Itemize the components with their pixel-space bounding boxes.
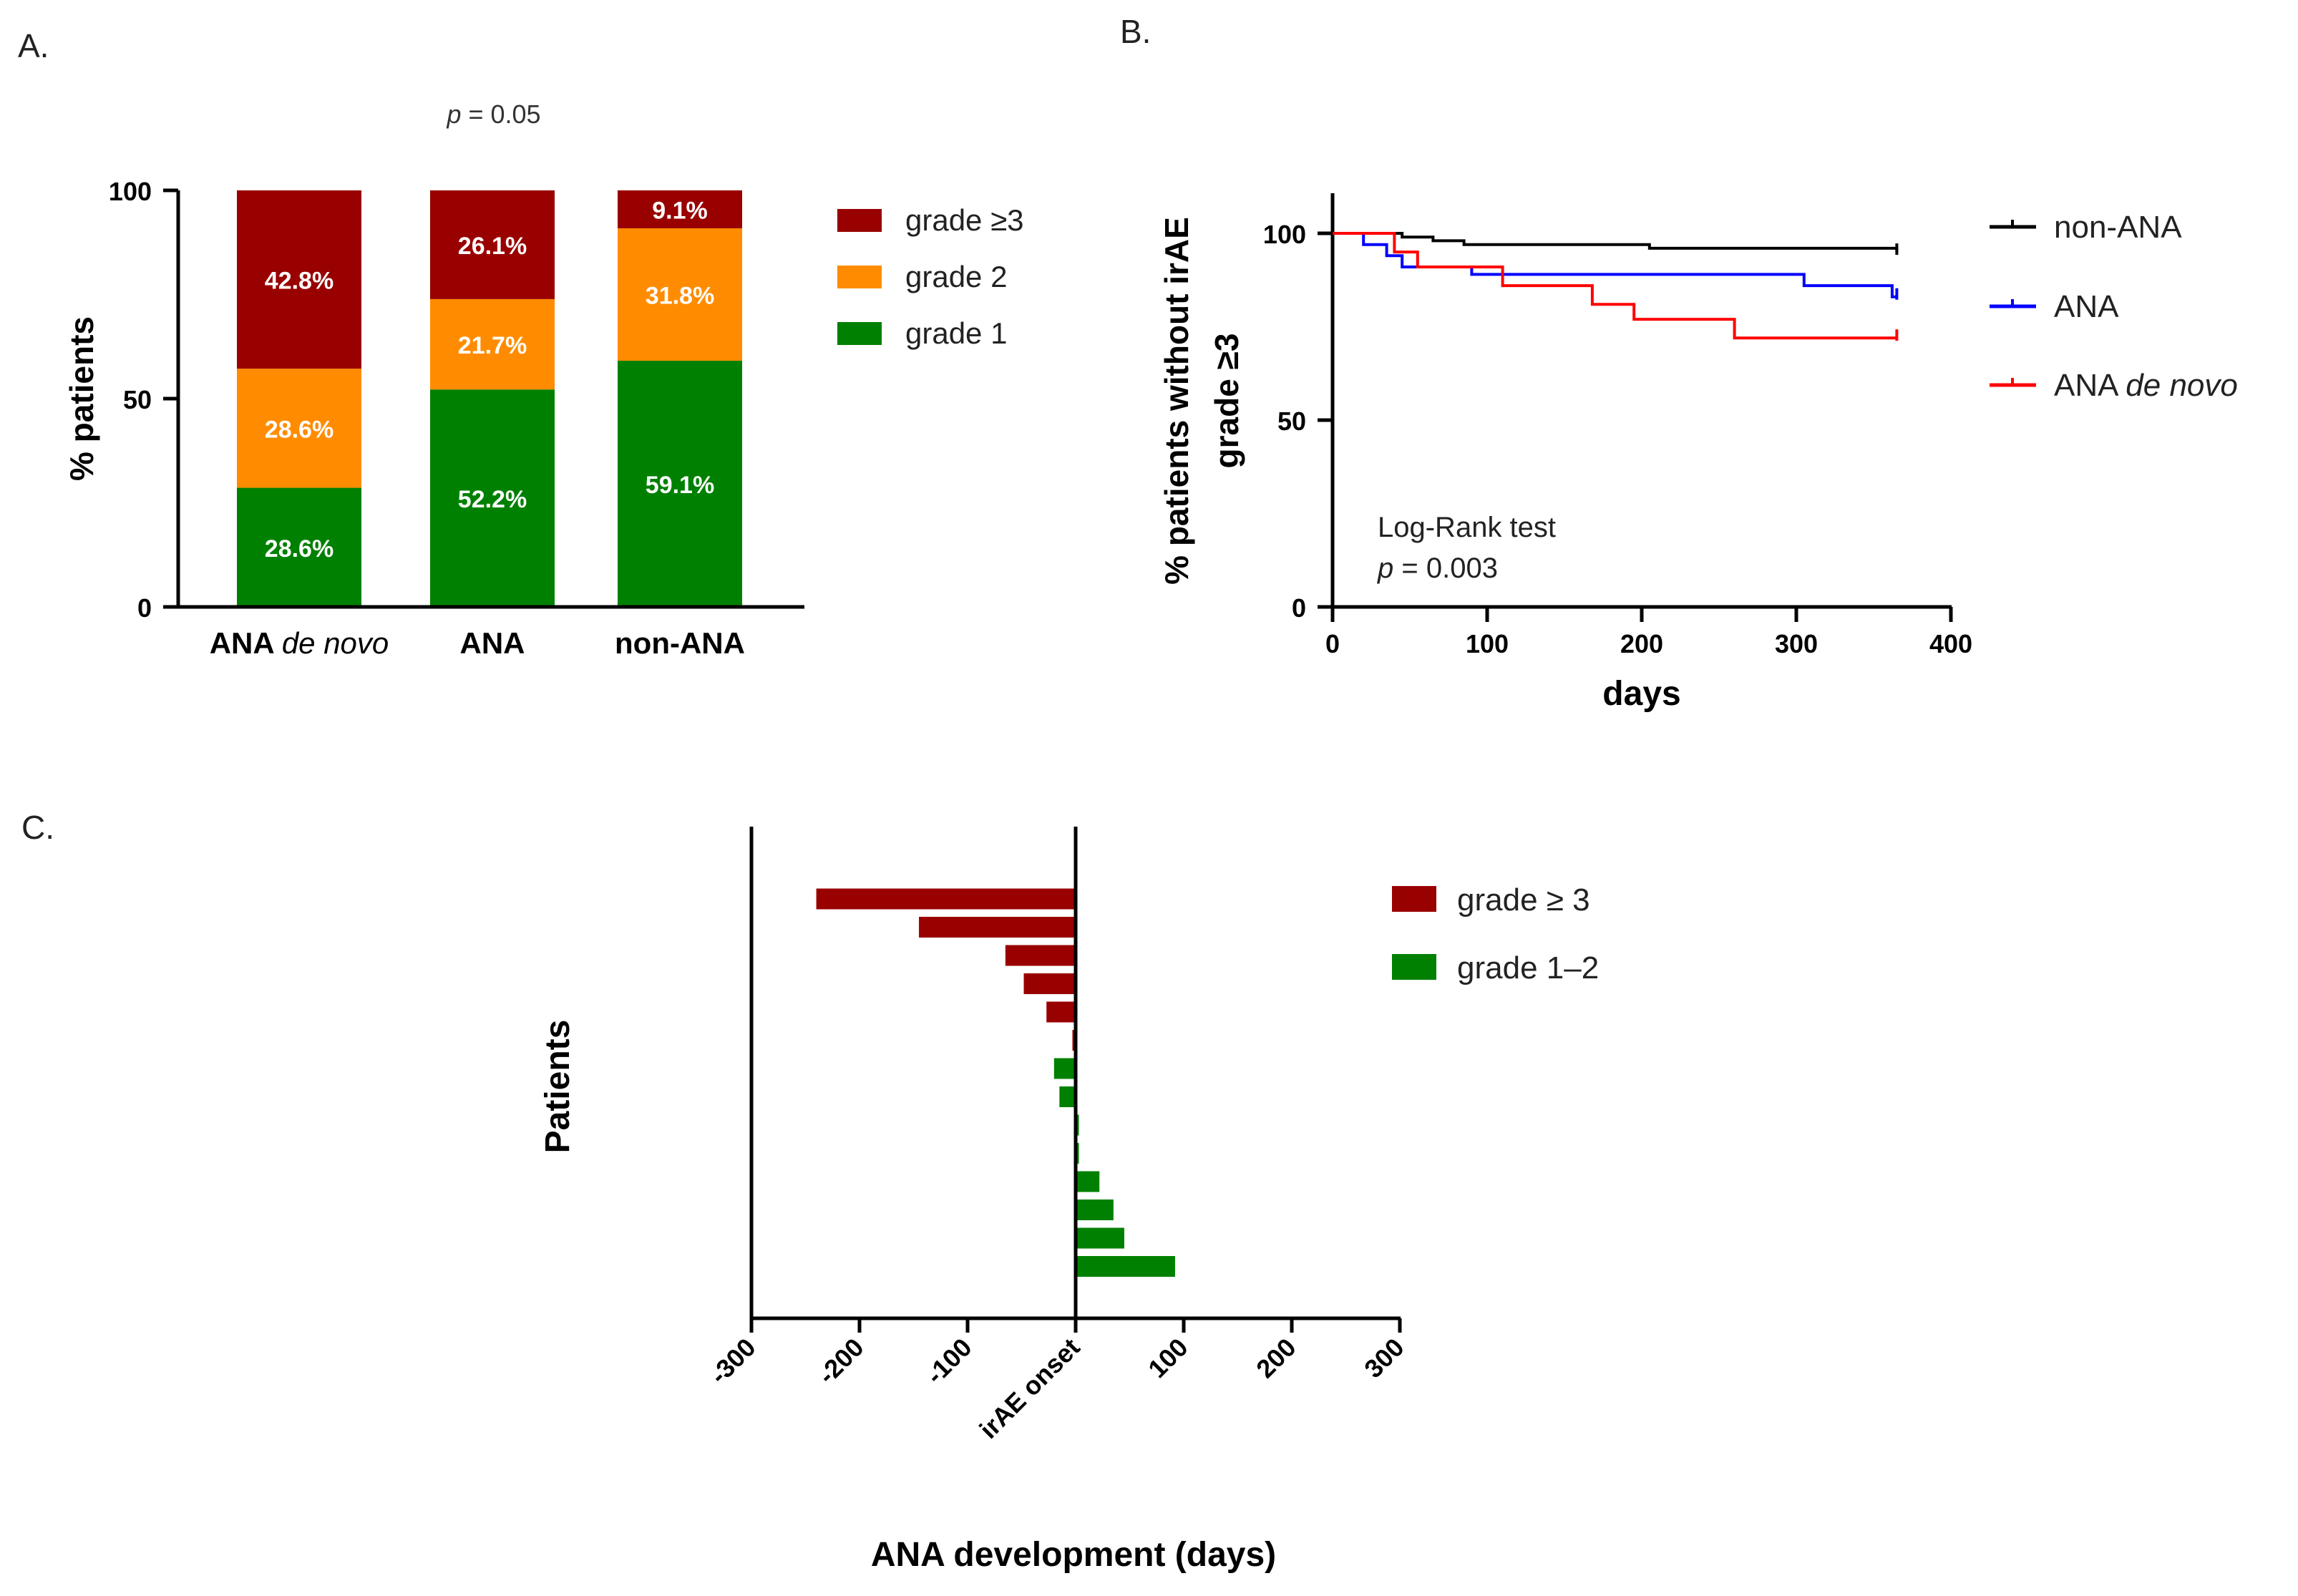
b-y-tick-100: 100 xyxy=(1263,220,1306,249)
panel-b-axes: 100 50 0 0 100 200 300 400 days % patien… xyxy=(1158,193,1972,713)
a-bar-non-ana-grade-3 xyxy=(618,190,742,228)
legend-swatch-grade3 xyxy=(837,209,882,232)
b-x-axis-label: days xyxy=(1602,675,1680,713)
c-x-tick-300: 300 xyxy=(1358,1333,1409,1383)
c-bar-patient-2 xyxy=(919,917,1076,938)
a-bar-label-ana-de-novo-grade-1: 28.6% xyxy=(265,535,333,563)
a-bar-label-ana-de-novo-grade-2: 28.6% xyxy=(265,416,333,443)
panel-a-label: A. xyxy=(18,27,49,64)
panel-a-y-axis: 100 50 0 % patients xyxy=(63,177,180,623)
panel-b-survival-lines xyxy=(1333,232,1899,341)
legend-label-non-ana: non-ANA xyxy=(2054,210,2182,245)
b-line-ana-de-novo xyxy=(1333,232,1897,340)
legend-swatch-grade2 xyxy=(837,266,882,288)
b-x-tick-200: 200 xyxy=(1620,629,1663,658)
a-bar-label-non-ana-grade-3: 9.1% xyxy=(652,197,708,224)
legend-label-grade2: grade 2 xyxy=(905,260,1007,293)
a-bar-ana-de-novo-grade-2 xyxy=(237,369,361,488)
panel-c-axes: -300 -200 -100 irAE onset 100 200 300 AN… xyxy=(539,827,1410,1574)
panel-a-legend: grade ≥3 grade 2 grade 1 xyxy=(837,203,1024,350)
c-y-axis-label: Patients xyxy=(539,1020,577,1154)
a-x-label-non-ana: non-ANA xyxy=(615,626,745,660)
c-bar-patient-13 xyxy=(1076,1227,1124,1249)
a-y-axis-label: % patients xyxy=(63,316,100,481)
b-y-tick-50: 50 xyxy=(1277,407,1306,436)
a-x-label-ana: ANA xyxy=(460,626,525,660)
c-x-axis-label: ANA development (days) xyxy=(871,1536,1276,1574)
panel-a-bars: 28.6% 28.6% 42.8% 52.2% 21.7% 26.1% 59.1% 31.8%… xyxy=(237,190,742,607)
a-bar-label-non-ana-grade-2: 31.8% xyxy=(646,283,714,310)
a-y-tick-100: 100 xyxy=(109,177,152,206)
a-bar-non-ana-grade-1 xyxy=(618,361,742,607)
c-x-tick-200: 200 xyxy=(1250,1333,1301,1383)
a-bar-label-ana-grade-1: 52.2% xyxy=(458,486,527,513)
a-y-tick-0: 0 xyxy=(137,593,152,623)
legend-label-ana: ANA xyxy=(2054,289,2119,324)
c-bar-patient-5 xyxy=(1046,1001,1076,1023)
panel-b-legend: non-ANA ANA ANA de novo xyxy=(1990,210,2238,403)
a-bar-ana-grade-3 xyxy=(430,190,555,299)
a-bar-non-ana-grade-2 xyxy=(618,228,742,361)
c-bar-patient-3 xyxy=(1005,945,1076,966)
b-y-axis-label-line1: % patients without irAE xyxy=(1158,217,1195,585)
b-line-non-ana xyxy=(1333,232,1899,253)
legend-swatch-grade1 xyxy=(837,322,882,345)
legend-swatch-grade-ge3 xyxy=(1392,886,1436,912)
c-x-tick-100: 100 xyxy=(1142,1333,1193,1383)
c-x-tick-minus300: -300 xyxy=(704,1333,761,1390)
legend-label-grade1-2: grade 1–2 xyxy=(1457,950,1599,986)
panel-c-label: C. xyxy=(21,809,54,846)
a-bar-label-non-ana-grade-1: 59.1% xyxy=(646,472,714,499)
b-x-tick-100: 100 xyxy=(1466,629,1509,658)
a-bar-ana-grade-1 xyxy=(430,389,555,607)
a-bar-label-ana-grade-2: 21.7% xyxy=(458,332,527,359)
b-y-tick-0: 0 xyxy=(1292,593,1306,623)
c-bar-patient-11 xyxy=(1076,1171,1100,1192)
legend-label-grade3: grade ≥3 xyxy=(905,203,1024,237)
panel-c: C. -300 -200 -100 irAE onset 100 200 300… xyxy=(21,809,1599,1574)
c-bar-patient-7 xyxy=(1053,1058,1076,1079)
c-x-tick-minus200: -200 xyxy=(812,1333,870,1390)
a-bar-label-ana-grade-3: 26.1% xyxy=(458,233,527,260)
panel-c-legend: grade ≥ 3 grade 1–2 xyxy=(1392,882,1599,986)
a-bar-ana-de-novo-grade-3 xyxy=(237,190,361,369)
c-bar-patient-14 xyxy=(1076,1256,1175,1277)
legend-swatch-grade1-2 xyxy=(1392,954,1436,980)
legend-label-ana-de-novo: ANA de novo xyxy=(2054,368,2238,403)
a-x-label-ana-de-novo: ANA de novo xyxy=(210,626,389,660)
a-bar-label-ana-de-novo-grade-3: 42.8% xyxy=(265,268,333,295)
panel-b-label: B. xyxy=(1120,13,1151,50)
b-y-axis-label-line2: grade ≥3 xyxy=(1208,334,1245,469)
c-x-tick-minus100: -100 xyxy=(920,1333,978,1390)
b-x-tick-400: 400 xyxy=(1929,629,1972,658)
b-x-tick-0: 0 xyxy=(1325,629,1340,658)
b-log-rank-p-value: p = 0.003 xyxy=(1377,553,1498,584)
legend-label-grade-ge3: grade ≥ 3 xyxy=(1457,882,1590,918)
panel-b: B. 100 50 0 0 100 200 300 400 days % pat… xyxy=(1120,13,2238,713)
panel-c-bars xyxy=(816,888,1175,1277)
c-bar-patient-4 xyxy=(1023,973,1076,994)
c-bar-patient-12 xyxy=(1076,1200,1114,1220)
a-y-tick-50: 50 xyxy=(123,385,152,414)
legend-label-grade1: grade 1 xyxy=(905,316,1007,350)
c-bar-patient-8 xyxy=(1059,1086,1076,1107)
b-log-rank-label: Log-Rank test xyxy=(1378,512,1556,543)
c-x-tick-iraE-onset: irAE onset xyxy=(973,1333,1085,1444)
panel-a: A. p = 0.05 100 50 0 % patients 28.6%28.… xyxy=(18,27,1024,660)
panel-a-p-value: p = 0.05 xyxy=(446,99,540,129)
a-bar-ana-grade-2 xyxy=(430,298,555,390)
a-bar-ana-de-novo-grade-1 xyxy=(237,487,361,607)
b-x-tick-300: 300 xyxy=(1775,629,1818,658)
c-bar-patient-1 xyxy=(816,888,1076,910)
